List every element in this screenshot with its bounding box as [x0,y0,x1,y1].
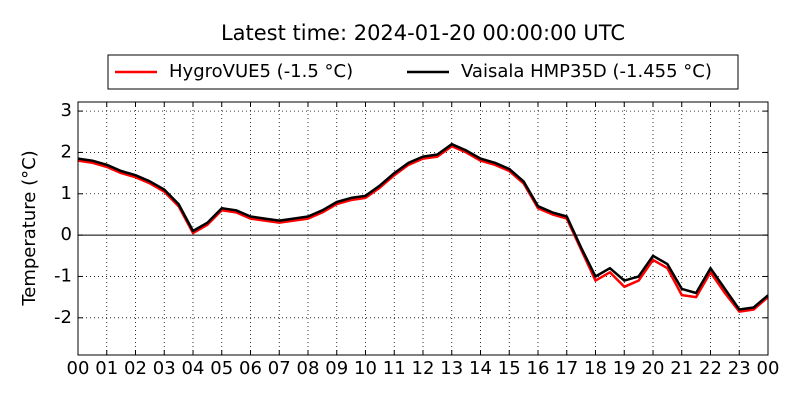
chart-title: Latest time: 2024-01-20 00:00:00 UTC [221,21,625,45]
x-tick-label: 03 [153,358,176,379]
y-tick-label: 2 [61,141,72,162]
x-tick-label: 18 [584,358,607,379]
x-tick-label: 11 [383,358,406,379]
x-tick-label: 20 [642,358,665,379]
x-tick-label: 19 [613,358,636,379]
y-tick-label: -2 [54,307,72,328]
y-tick-label: 1 [61,183,72,204]
x-tick-label: 05 [210,358,233,379]
x-tick-label: 23 [728,358,751,379]
series-line [77,144,769,313]
x-tick-label: 00 [757,358,780,379]
x-tick-label: 17 [555,358,578,379]
x-tick-label: 14 [469,358,492,379]
x-tick-label: 04 [182,358,205,379]
legend-label: HygroVUE5 (-1.5 °C) [169,61,353,82]
x-tick-label: 02 [124,358,147,379]
x-tick-label: 16 [527,358,550,379]
x-tick-label: 22 [699,358,722,379]
x-tick-label: 08 [297,358,320,379]
x-tick-label: 01 [95,358,118,379]
x-tick-label: 13 [440,358,463,379]
plot-frame [77,101,769,356]
x-tick-label: 06 [239,358,262,379]
series-line [77,142,769,311]
y-tick-label: -1 [54,265,72,286]
x-tick-label: 12 [412,358,435,379]
x-tick-label: 21 [670,358,693,379]
x-tick-label: 15 [498,358,521,379]
x-tick-label: 00 [67,358,90,379]
y-tick-label: 3 [61,100,72,121]
y-tick-label: 0 [61,224,72,245]
x-tick-label: 07 [268,358,291,379]
x-tick-label: 10 [354,358,377,379]
x-tick-label: 09 [325,358,348,379]
y-axis-label: Temperature (°C) [19,150,40,306]
legend-label: Vaisala HMP35D (-1.455 °C) [461,61,712,82]
